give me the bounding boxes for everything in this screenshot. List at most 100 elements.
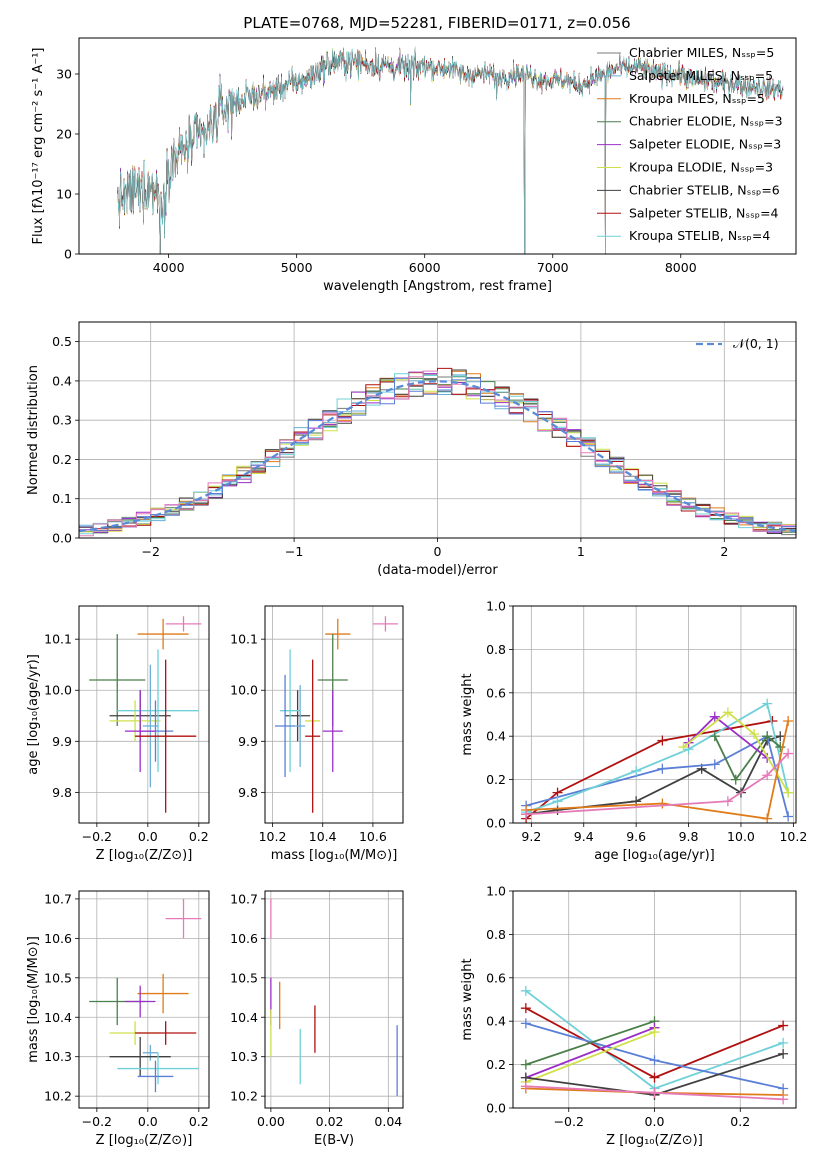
x-axis-label: age [log₁₀(age/yr)] [594, 848, 715, 863]
x-tick-label: −0.2 [82, 1114, 112, 1129]
series [520, 1003, 789, 1083]
x-tick-label: 0.2 [189, 829, 209, 844]
data-point [305, 659, 321, 813]
data-point [124, 985, 156, 1018]
y-tick-label: 10.5 [230, 970, 258, 985]
data-point [520, 1059, 531, 1070]
plot-area [89, 616, 202, 813]
y-tick-label: 0.4 [486, 1014, 506, 1029]
y-tick-label: 10.6 [230, 931, 258, 946]
y-tick-label: 10.2 [230, 1089, 258, 1104]
series-line [525, 735, 781, 816]
data-point [109, 700, 161, 742]
y-axis-label: Flux [fλ10⁻¹⁷ erg cm⁻² s⁻¹ A⁻¹] [31, 48, 46, 245]
y-tick-label: 0.2 [486, 772, 506, 787]
panel-7: −0.2 0.0 0.2 0.0 0.2 0.4 0.6 0.8 1.0 Z [log₁₀(Z/Z… [460, 884, 797, 1148]
series [520, 1018, 789, 1094]
y-tick-label: 0.4 [486, 729, 506, 744]
series-line [713, 734, 781, 782]
data-point [722, 707, 733, 718]
series [709, 731, 786, 785]
data-point [142, 1044, 159, 1061]
legend: 𝒩(0, 1) [696, 336, 779, 351]
data-point [520, 1072, 531, 1083]
legend-entry: 𝒩(0, 1) [733, 336, 779, 351]
x-tick-label: 5000 [281, 260, 313, 275]
y-tick-label: 10 [56, 187, 72, 202]
legend-entry: Chabrier ELODIE, Nₛₛₚ=3 [629, 114, 783, 129]
y-tick-label: 0.6 [486, 970, 506, 985]
x-tick-label: 10.6 [359, 829, 387, 844]
y-tick-label: 9.8 [238, 785, 258, 800]
y-axis-label: Normed distribution [26, 365, 41, 495]
data-point [325, 618, 351, 650]
x-tick-label: 10.4 [309, 829, 337, 844]
data-point [649, 1072, 660, 1083]
y-tick-label: 10.0 [230, 683, 258, 698]
histogram-series [79, 370, 796, 537]
panel-1: −2 −1 0 1 2 0.0 0.1 0.2 0.3 0.4 0.5 (data-model)/er… [26, 321, 797, 578]
data-point [778, 1037, 789, 1048]
y-axis-label: mass weight [460, 958, 475, 1040]
data-point [709, 731, 720, 742]
legend-entry: Salpeter MILES, Nₛₛₚ=5 [629, 68, 773, 83]
data-point [783, 811, 794, 822]
x-tick-label: 9.8 [679, 829, 699, 844]
x-tick-label: 9.2 [521, 829, 541, 844]
axes-frame [78, 605, 210, 824]
legend-entry: Salpeter STELIB, Nₛₛₚ=4 [629, 205, 779, 220]
x-tick-label: −0.2 [82, 829, 112, 844]
data-point [135, 1021, 197, 1045]
data-point [649, 1087, 660, 1098]
x-axis-label: E(B-V) [314, 1133, 354, 1148]
data-point [520, 1018, 531, 1029]
x-tick-label: 10.2 [259, 829, 287, 844]
y-tick-label: 10.7 [230, 891, 258, 906]
data-point [165, 616, 202, 632]
data-point [137, 618, 189, 650]
y-tick-label: 20 [56, 127, 72, 142]
data-point [117, 1052, 199, 1085]
x-tick-label: −2 [141, 544, 159, 559]
series [521, 716, 778, 823]
y-tick-label: 10.6 [44, 931, 72, 946]
axes-frame [78, 321, 797, 539]
y-tick-label: 1.0 [486, 884, 506, 899]
axes-frame [78, 37, 797, 255]
y-axis-label: age [log₁₀(age/yr)] [26, 654, 41, 775]
legend: Chabrier MILES, Nₛₛₚ=5 Salpeter MILES, Nₛ… [597, 45, 783, 243]
legend-entry: Chabrier STELIB, Nₛₛₚ=6 [629, 182, 780, 197]
plot-area [79, 367, 796, 537]
y-tick-label: 10.5 [44, 970, 72, 985]
x-tick-label: 8000 [665, 260, 697, 275]
data-point [631, 765, 642, 776]
y-tick-label: 0.1 [52, 491, 72, 506]
data-point [657, 798, 668, 809]
data-point [749, 729, 760, 740]
x-tick-label: 0.2 [730, 1114, 750, 1129]
series [678, 707, 794, 798]
y-tick-label: 0 [64, 247, 72, 262]
data-point [778, 1020, 789, 1031]
data-point [762, 698, 773, 709]
legend-entry: Kroupa STELIB, Nₛₛₚ=4 [629, 228, 770, 243]
x-tick-label: 0.2 [189, 1114, 209, 1129]
x-tick-label: 7000 [537, 260, 569, 275]
spectrum-series [117, 46, 784, 254]
data-point [285, 690, 311, 742]
data-point [778, 1094, 789, 1105]
panel-5: −0.2 0.0 0.2 10.2 10.3 10.4 10.5 10.6 10.7 Z [log… [26, 890, 210, 1148]
data-point [137, 1060, 174, 1093]
legend-entry: Kroupa MILES, Nₛₛₚ=5 [629, 91, 765, 106]
y-tick-label: 10.4 [44, 1010, 72, 1025]
series-line [525, 1031, 655, 1083]
data-point [722, 796, 733, 807]
gaussian-curve [79, 380, 796, 533]
y-tick-label: 0.0 [52, 531, 72, 546]
legend-entry: Salpeter ELODIE, Nₛₛₚ=3 [629, 137, 781, 152]
data-point [657, 763, 668, 774]
x-tick-label: −1 [285, 544, 303, 559]
x-tick-label: 9.4 [574, 829, 594, 844]
data-point [778, 1048, 789, 1059]
